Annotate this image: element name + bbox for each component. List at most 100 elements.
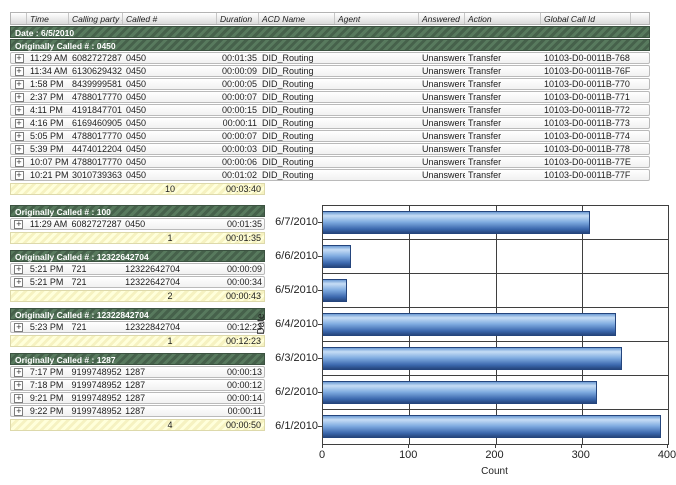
x-tick-label: 400 <box>657 449 676 461</box>
expand-row-icon[interactable]: + <box>14 380 24 390</box>
expand-row-icon[interactable]: + <box>14 131 24 141</box>
cell-calling-party: 9199748952 <box>71 406 122 416</box>
expand-row-icon[interactable]: + <box>14 157 24 167</box>
cell-agent <box>335 66 419 76</box>
cell-acd-name: DID_Routing <box>262 79 314 89</box>
summary-call-count: 1 <box>167 336 173 346</box>
table-row: +2:37 PM 4788017770 0450 00:00:07 DID_Routin… <box>10 91 650 103</box>
expand-row-icon[interactable]: + <box>14 79 24 89</box>
calls-per-day-bar-chart: Date 6/7/2010 6/6/2010 6/5/2010 6/4/2010 6/3… <box>250 195 676 485</box>
cell-called-number: 0450 <box>126 66 147 76</box>
cell-duration: 00:00:07 <box>221 131 257 141</box>
cell-called-number: 12322642704 <box>125 277 181 287</box>
cell-agent <box>335 170 419 180</box>
cell-agent <box>335 105 419 115</box>
cell-duration: 00:01:35 <box>221 53 257 63</box>
column-header-called-number[interactable]: Called # <box>123 13 217 24</box>
column-header-time[interactable]: Time <box>27 13 69 24</box>
cell-global-call-id: 10103-D0-0011B-772 <box>544 105 630 115</box>
y-tick-mark <box>318 256 323 257</box>
cell-action: Transfer <box>468 66 502 76</box>
plot-area <box>322 205 669 445</box>
y-tick-label: 6/7/2010 <box>275 216 318 228</box>
cell-time: 4:16 PM <box>30 118 64 128</box>
expand-cell: + <box>11 144 27 154</box>
expand-row-icon[interactable]: + <box>14 118 24 128</box>
expand-row-icon[interactable]: + <box>14 219 24 229</box>
cell-duration: 00:00:03 <box>221 144 257 154</box>
cell-called-number: 0450 <box>125 219 146 229</box>
bar-6-2-2010 <box>323 381 598 404</box>
cell-acd-name: DID_Routing <box>262 53 314 63</box>
cell-calling-party: 4788017770 <box>72 157 123 167</box>
expand-row-icon[interactable]: + <box>14 393 24 403</box>
cell-acd-name: DID_Routing <box>262 144 314 154</box>
report-tables: Time Calling party # Called # Duration ACD N… <box>10 12 650 431</box>
cell-duration: 00:00:34 <box>226 277 262 287</box>
cell-time: 7:17 PM <box>29 367 64 377</box>
x-tick-mark <box>322 444 323 448</box>
y-tick-label: 6/4/2010 <box>275 318 318 330</box>
column-header-agent[interactable]: Agent <box>335 13 419 24</box>
table-row: +11:29 AM 6082727287 0450 00:01:35 DID_Routi… <box>10 52 650 64</box>
cell-duration: 00:00:09 <box>221 66 257 76</box>
expand-row-icon[interactable]: + <box>14 322 24 332</box>
cell-time: 1:58 PM <box>30 79 64 89</box>
summary-call-count: 1 <box>167 233 173 243</box>
cell-duration: 00:00:11 <box>222 118 257 128</box>
expand-cell: + <box>11 131 27 141</box>
cell-global-call-id: 10103-D0-0011B-770 <box>544 79 630 89</box>
x-tick-mark <box>494 444 496 448</box>
expand-row-icon[interactable]: + <box>14 170 24 180</box>
summary-call-count: 4 <box>167 420 173 430</box>
cell-time: 5:39 PM <box>30 144 64 154</box>
x-tick-mark <box>667 444 668 448</box>
expand-row-icon[interactable]: + <box>14 66 24 76</box>
group-section: Originally Called # : 1287 +7:17 PM 919974… <box>10 353 650 431</box>
cell-time: 10:21 PM <box>30 170 69 180</box>
expand-row-icon[interactable]: + <box>14 92 24 102</box>
cell-calling-party: 6169460905 <box>72 118 123 128</box>
cell-global-call-id: 10103-D0-0011B-771 <box>544 92 630 102</box>
expand-row-icon[interactable]: + <box>14 105 24 115</box>
expand-row-icon[interactable]: + <box>14 277 24 287</box>
cell-action: Transfer <box>468 105 502 115</box>
table-row: +1:58 PM 8439999581 0450 00:00:05 DID_Routin… <box>10 78 650 90</box>
x-tick-label: 200 <box>485 449 504 461</box>
cell-acd-name: DID_Routing <box>262 118 314 128</box>
expand-cell: + <box>11 157 27 167</box>
column-header-acd-name[interactable]: ACD Name <box>259 13 335 24</box>
cell-calling-party: 6082727287 <box>71 219 122 229</box>
column-header-action[interactable]: Action <box>465 13 541 24</box>
cell-calling-party: 4788017770 <box>72 92 123 102</box>
y-tick-mark <box>318 290 323 291</box>
expand-row-icon[interactable]: + <box>14 53 24 63</box>
table-row: +10:21 PM 3010739363 0450 00:01:02 DID_Routi… <box>10 169 650 181</box>
x-axis-label: Count <box>481 466 508 477</box>
column-header-global-call-id[interactable]: Global Call Id <box>541 13 631 24</box>
expand-row-icon[interactable]: + <box>14 264 24 274</box>
x-tick-label: 100 <box>399 449 418 461</box>
column-header-duration[interactable]: Duration <box>217 13 259 24</box>
expand-cell: + <box>11 53 27 63</box>
cell-calling-party: 9199748952 <box>71 393 122 403</box>
cell-time: 5:05 PM <box>30 131 64 141</box>
cell-time: 9:22 PM <box>29 406 64 416</box>
expand-row-icon[interactable]: + <box>14 367 24 377</box>
summary-total-duration: 00:01:35 <box>225 233 261 243</box>
cell-time: 7:18 PM <box>29 380 64 390</box>
expand-cell: + <box>11 66 27 76</box>
column-header-calling-party[interactable]: Calling party # <box>69 13 123 24</box>
y-tick-mark <box>318 426 323 427</box>
table-row: +5:23 PM 721 12322842704 00:12:23 <box>10 321 265 333</box>
cell-duration: 00:01:35 <box>226 219 262 229</box>
expand-row-icon[interactable]: + <box>14 406 24 416</box>
category-band <box>323 376 668 410</box>
cell-agent <box>335 79 419 89</box>
column-header-answered[interactable]: Answered <box>419 13 465 24</box>
cell-answered: Unanswered <box>422 131 465 141</box>
expand-row-icon[interactable]: + <box>14 144 24 154</box>
cell-duration: 00:01:02 <box>221 170 257 180</box>
cell-duration: 00:00:14 <box>226 393 262 403</box>
